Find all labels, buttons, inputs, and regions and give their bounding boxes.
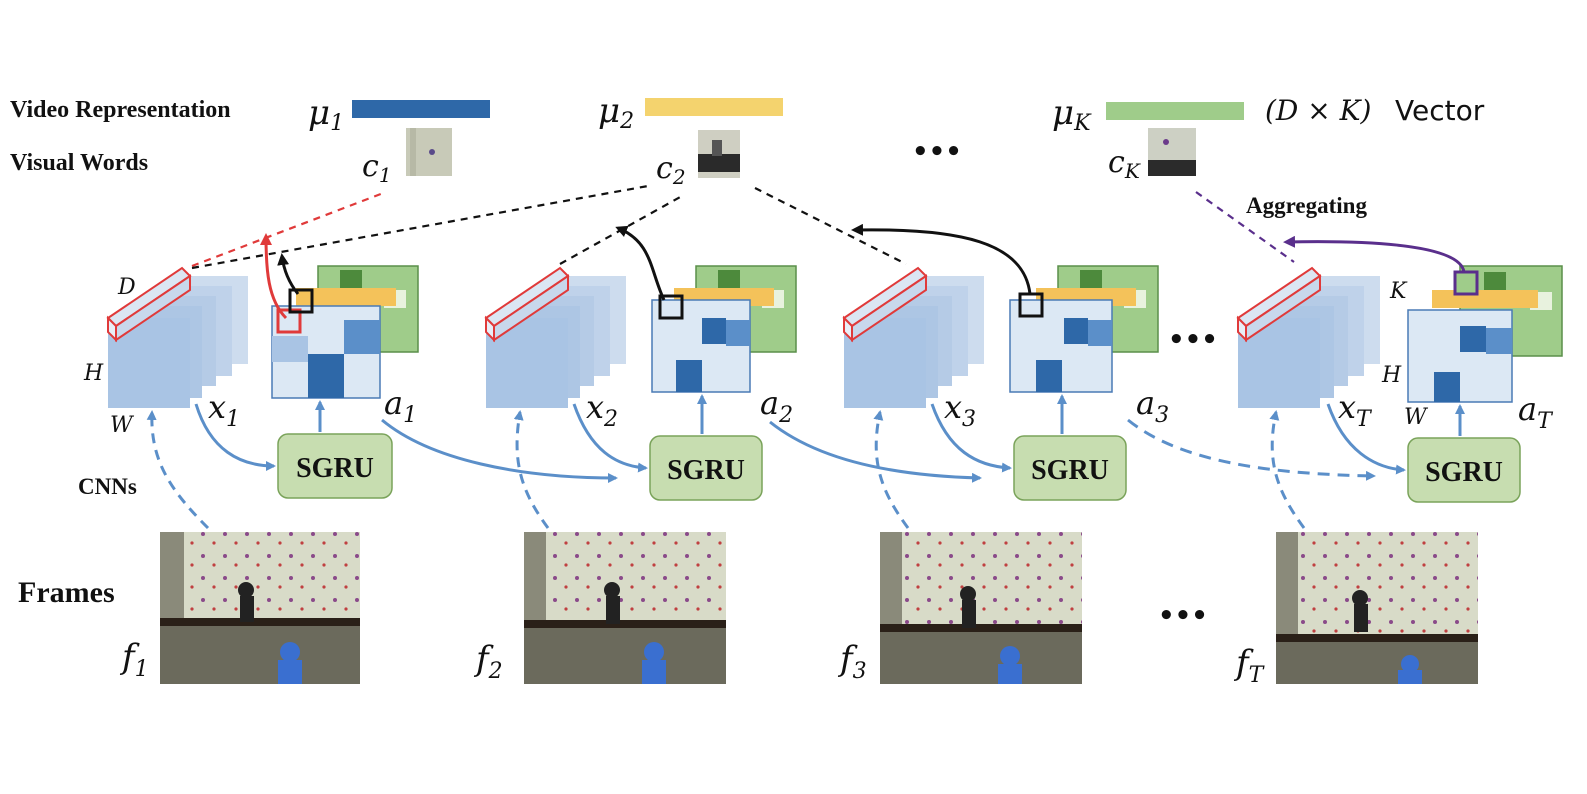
feature-map-stack-3 — [842, 266, 984, 408]
red-aggregation-arrow — [260, 233, 288, 320]
mu-k-symbol: μK — [1052, 93, 1092, 136]
cnns-label: CNNs — [78, 474, 137, 499]
feature-map-stack-t — [1236, 266, 1380, 408]
sgru-t-label: SGRU — [1425, 457, 1503, 488]
centroid-k: μK cK (D × K) Vector — [1052, 93, 1485, 183]
vector-dim-label: (D × K) — [1265, 94, 1371, 127]
x-t-symbol: xT — [1338, 388, 1373, 432]
cnn-arrow-2 — [513, 410, 550, 529]
a-1-symbol: a1 — [384, 384, 417, 428]
black-dashed-line-3 — [754, 187, 907, 265]
assignment-cube-3 — [1009, 265, 1159, 393]
mu-1-bar — [352, 100, 490, 118]
frame-ellipsis: ••• — [1158, 601, 1208, 631]
aggregation-arrows — [260, 223, 1466, 320]
sgru-2: SGRU — [649, 435, 763, 501]
cnn-arrow-3 — [873, 410, 910, 529]
a3-to-sgrut-arrow — [1127, 418, 1376, 481]
f-2-symbol: f2 — [473, 639, 503, 684]
a2-to-sgru3-arrow — [769, 420, 982, 483]
dim-w-label: W — [110, 413, 135, 438]
f-3-symbol: f3 — [837, 639, 867, 684]
c-k-symbol: cK — [1108, 145, 1141, 183]
vector-word-label: Vector — [1395, 94, 1485, 127]
assignment-cube-1 — [271, 265, 419, 399]
c-2-symbol: c2 — [656, 151, 686, 189]
c-2-patch — [698, 130, 740, 178]
feature-map-stack-2 — [484, 266, 626, 408]
sgru-2-label: SGRU — [667, 455, 745, 486]
dim-h-label: H — [83, 361, 104, 386]
centroid-1: μ1 c1 — [308, 93, 490, 187]
step-t: xT K H W aT SGRU — [1233, 265, 1563, 688]
c-1-symbol: c1 — [362, 149, 392, 187]
c-1-patch — [406, 128, 452, 176]
a1-to-sgru2-arrow — [381, 418, 618, 483]
step-2: x2 a2 SGRU f2 — [473, 265, 797, 684]
association-lines — [191, 184, 1295, 270]
sgru-1: SGRU — [277, 433, 393, 499]
mu-1-symbol: μ1 — [308, 93, 344, 136]
dim-d-label: D — [117, 275, 136, 300]
a-2-symbol: a2 — [760, 384, 793, 428]
black-aggregation-arrow-2 — [615, 225, 666, 301]
mu-2-symbol: μ2 — [598, 91, 634, 134]
assignment-cube-2 — [651, 265, 797, 393]
step-3: x3 a3 SGRU f3 — [837, 265, 1169, 684]
centroid-ellipsis: ••• — [912, 137, 962, 167]
x-2-symbol: x2 — [586, 388, 618, 432]
aggregating-label: Aggregating — [1246, 193, 1367, 218]
mu-k-bar — [1106, 102, 1244, 120]
black-aggregation-arrow-3 — [851, 223, 1032, 295]
sgru-3-label: SGRU — [1031, 455, 1109, 486]
feature-map-stack-1 — [106, 266, 248, 408]
sgru-1-label: SGRU — [296, 453, 374, 484]
f-1-symbol: f1 — [119, 637, 149, 682]
xt-to-sgru-arrow — [1326, 403, 1406, 475]
step-1: D H W x1 a1 SGRU — [83, 265, 419, 684]
dim-k-label: K — [1389, 279, 1408, 304]
visual-words-label: Visual Words — [10, 150, 148, 176]
frame-3 — [880, 532, 1082, 684]
mu-2-bar — [645, 98, 783, 116]
x-1-symbol: x1 — [208, 388, 240, 432]
frame-2 — [524, 532, 726, 684]
dim-w-label-t: W — [1404, 405, 1429, 430]
frames-label: Frames — [18, 576, 115, 609]
cnn-arrow-1 — [146, 410, 210, 530]
video-representation-label: Video Representation — [10, 97, 231, 123]
f-t-symbol: fT — [1233, 643, 1266, 688]
centroid-2: μ2 c2 — [598, 91, 783, 189]
recurrent-arrows — [381, 418, 1376, 483]
feature-to-sgru-arrows — [194, 403, 1406, 475]
x1-to-sgru-arrow — [194, 403, 276, 471]
frame-t — [1276, 532, 1478, 684]
sgru-3: SGRU — [1013, 435, 1127, 501]
dim-h-label-t: H — [1381, 363, 1402, 388]
x-3-symbol: x3 — [944, 388, 976, 432]
frame-1 — [160, 532, 360, 684]
x2-to-sgru-arrow — [572, 403, 648, 473]
cnn-arrows — [146, 410, 1306, 530]
red-dashed-line — [191, 190, 387, 268]
sgru-t: SGRU — [1407, 437, 1521, 503]
c-k-patch — [1148, 128, 1196, 176]
x3-to-sgru-arrow — [930, 403, 1012, 473]
assignment-cube-t — [1407, 265, 1563, 403]
black-aggregation-arrow-1 — [277, 253, 300, 295]
purple-aggregation-arrow — [1283, 235, 1466, 273]
black-dashed-line-1 — [191, 184, 649, 270]
step-ellipsis: ••• — [1168, 325, 1218, 355]
a-t-symbol: aT — [1518, 390, 1554, 434]
sgru-to-cube-arrows — [315, 394, 1465, 436]
a-3-symbol: a3 — [1136, 384, 1169, 428]
cnn-arrow-t — [1269, 410, 1306, 529]
